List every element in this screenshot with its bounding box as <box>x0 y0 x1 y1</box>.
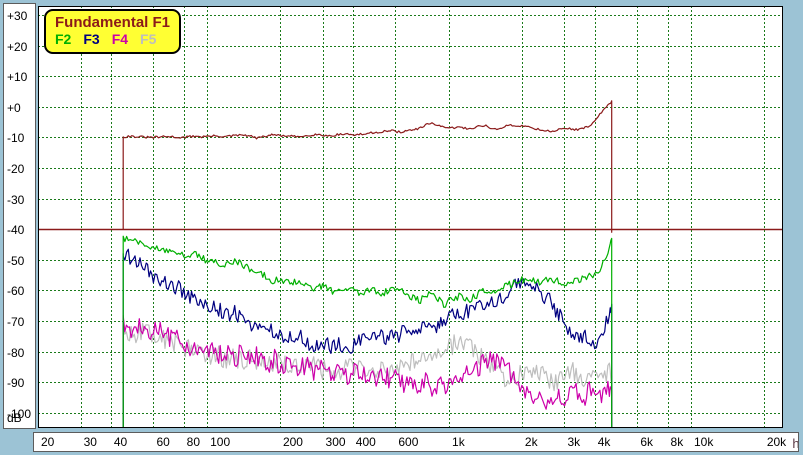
x-tick-label: 80 <box>186 435 201 449</box>
legend-box: Fundamental F1 F2 F3 F4 F5 <box>44 9 182 54</box>
x-tick-label: 20k <box>766 435 787 449</box>
watermark: hifi168.com <box>792 436 799 451</box>
trace-f2 <box>122 235 613 428</box>
trace-f3 <box>122 248 613 428</box>
x-tick-label: 20 <box>41 435 55 449</box>
plot-area[interactable] <box>38 6 783 428</box>
y-tick-label: -90 <box>7 376 25 391</box>
x-tick-label: 10k <box>694 435 714 449</box>
legend-item-f2: F2 <box>55 31 72 47</box>
y-tick-label: -50 <box>7 253 25 268</box>
y-tick-label: -10 <box>7 131 25 146</box>
x-axis: 20 30 40 60 80 100 200 300 400 600 1k 2k 3k 4k 6k 8k 10k… <box>33 432 799 452</box>
y-tick-label: -100 <box>7 406 32 421</box>
y-axis: +30 +20 +10 +0 -10 -20 -30 -40 -50 -60 -70 -80 -90 -1… <box>3 3 36 429</box>
gridlines <box>38 6 783 428</box>
x-tick-label: 3k <box>567 435 581 449</box>
x-tick-label: 2k <box>524 435 538 449</box>
x-tick-label: 40 <box>113 435 128 449</box>
legend-harmonics: F2 F3 F4 F5 <box>55 31 170 48</box>
x-tick-label: 1k <box>452 435 465 449</box>
y-tick-label: +30 <box>7 9 28 24</box>
chart-canvas[interactable] <box>38 6 783 428</box>
legend-item-f3: F3 <box>83 31 100 47</box>
x-tick-label: 60 <box>156 435 170 449</box>
x-tick-label: 600 <box>398 435 419 449</box>
y-tick-label: -70 <box>7 314 25 329</box>
trace-f5 <box>122 322 613 428</box>
trace-fundamental-f1 <box>122 100 613 233</box>
legend-title: Fundamental F1 <box>55 14 171 31</box>
x-tick-label: 8k <box>670 435 684 449</box>
x-tick-label: 4k <box>597 435 611 449</box>
y-tick-label: +0 <box>7 100 21 115</box>
y-tick-label: -40 <box>7 223 25 238</box>
y-tick-label: -60 <box>7 284 25 299</box>
legend-item-f5: F5 <box>140 31 157 47</box>
x-tick-label: 100 <box>210 435 231 449</box>
y-tick-label: -20 <box>7 162 25 177</box>
y-axis-unit: dB <box>7 411 22 425</box>
trace-f4 <box>122 314 613 428</box>
x-tick-label: 6k <box>640 435 654 449</box>
plot-border <box>38 6 783 428</box>
y-tick-label: +20 <box>7 39 28 54</box>
x-tick-label: 30 <box>83 435 97 449</box>
y-tick-label: -30 <box>7 192 25 207</box>
legend-item-f4: F4 <box>111 31 129 47</box>
y-tick-label: -80 <box>7 345 25 360</box>
x-tick-label: 400 <box>355 435 376 449</box>
x-tick-label: 200 <box>282 435 303 449</box>
y-tick-label: +10 <box>7 70 28 85</box>
x-tick-label: 300 <box>325 435 346 449</box>
series-traces <box>122 100 613 428</box>
